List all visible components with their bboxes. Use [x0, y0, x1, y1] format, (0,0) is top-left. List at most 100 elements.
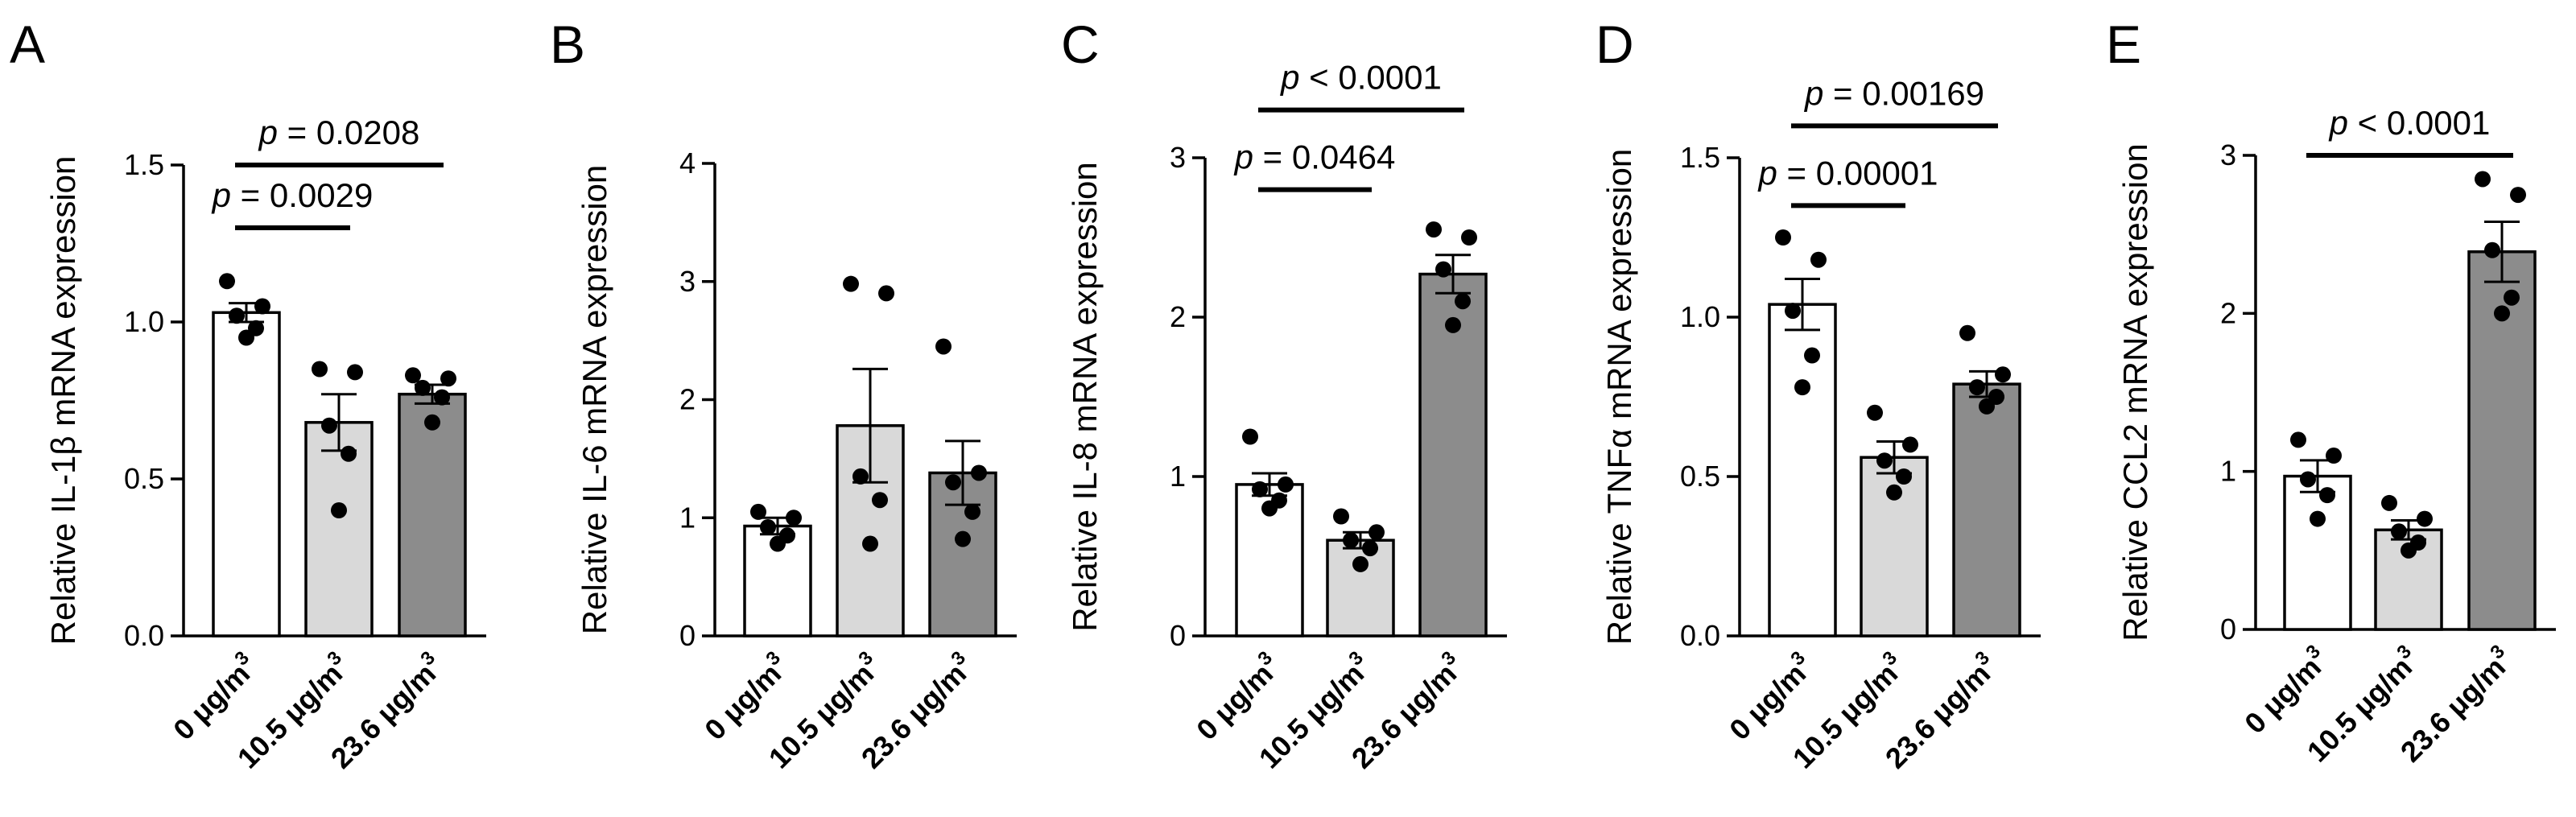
panel-d-bar — [1860, 456, 1929, 638]
panel-c-data-point — [1435, 261, 1451, 278]
panel-c-significance-label: p < 0.0001 — [1279, 59, 1442, 97]
panel-d-data-point — [1969, 379, 1985, 396]
panel-d-ylabel: Relative TNFα mRNA expression — [1600, 149, 1638, 645]
panel-a-data-point — [312, 361, 328, 378]
panel-b-data-point — [786, 510, 802, 526]
panel-a-data-point — [321, 417, 337, 434]
panel-d-data-point — [1810, 251, 1827, 268]
panel-e-data-point — [2381, 494, 2397, 511]
panel-a-data-point — [415, 379, 431, 396]
panel-a-significance-label: p = 0.0208 — [258, 113, 420, 151]
panel-e-y-tick-label: 2 — [2220, 296, 2236, 329]
panel-e-data-point — [2504, 289, 2520, 306]
panel-a-y-tick-label: 0.5 — [124, 462, 164, 495]
panel-e-data-point — [2319, 487, 2335, 504]
panel-b: B Relative IL-6 mRNA expression 0 1 2 3 4 0 μg/… — [550, 14, 1017, 775]
panel-a: A Relative IL-1β mRNA expression 0.0 0.5 1.0… — [10, 14, 486, 775]
panel-a-y-tick-label: 1.0 — [124, 305, 164, 338]
panel-b-data-point — [843, 275, 859, 292]
panel-e-y-tick-label: 3 — [2220, 138, 2236, 171]
panel-c-y-tick-label: 0 — [1170, 619, 1186, 652]
panel-e-significance-label: p < 0.0001 — [2328, 104, 2491, 142]
panel-a-data-point — [434, 389, 450, 406]
panel-c-data-point — [1445, 316, 1461, 333]
panel-b-data-point — [955, 530, 971, 547]
panel-b-data-point — [770, 535, 786, 552]
panel-d-y-tick-label: 1.5 — [1680, 141, 1720, 174]
panel-b-y-tick-label: 1 — [679, 501, 696, 534]
panel-a-bar — [304, 421, 374, 638]
panel-a-y-tick-label: 1.5 — [124, 148, 164, 181]
panel-e-data-point — [2391, 523, 2407, 540]
panel-b-y-tick-label: 0 — [679, 619, 696, 652]
panel-c-bar — [1326, 538, 1395, 638]
panel-a-bar — [398, 392, 467, 638]
panel-d-data-point — [1886, 484, 1902, 501]
panel-d-letter: D — [1596, 14, 1634, 74]
panel-c-data-point — [1455, 293, 1471, 310]
panel-b-letter: B — [550, 14, 585, 74]
panel-d-bar — [1952, 382, 2021, 638]
panel-e-data-point — [2475, 171, 2491, 188]
panel-a-y-tick-label: 0.0 — [124, 619, 164, 652]
panel-c-data-point — [1252, 481, 1268, 497]
panel-a-letter: A — [10, 14, 45, 74]
panel-e-data-point — [2401, 542, 2417, 559]
panel-c-data-point — [1333, 508, 1349, 525]
panel-c-data-point — [1352, 555, 1368, 572]
panel-e-data-point — [2310, 510, 2326, 527]
panel-d-y-tick-label: 1.0 — [1680, 300, 1720, 333]
panel-d-data-point — [1867, 404, 1883, 421]
panel-a-data-point — [341, 445, 357, 462]
panel-b-data-point — [971, 464, 987, 481]
panel-b-x-tick-label: 0 μg/m3 — [696, 647, 795, 746]
panel-e-data-point — [2290, 431, 2306, 448]
panel-e-data-point — [2510, 187, 2526, 204]
panel-d-significance-label: p = 0.00001 — [1757, 154, 1938, 192]
panel-c-data-point — [1261, 500, 1278, 517]
panel-b-data-point — [872, 492, 888, 509]
panel-d-data-point — [1804, 347, 1820, 364]
panel-d-data-point — [1876, 452, 1893, 469]
panel-c-data-point — [1368, 524, 1385, 541]
panel-a-data-point — [331, 502, 347, 518]
panel-d-y-tick-label: 0.5 — [1680, 460, 1720, 493]
panel-a-x-tick-label: 0 μg/m3 — [164, 647, 263, 746]
panel-c-y-tick-label: 3 — [1170, 141, 1186, 174]
panel-c-data-point — [1343, 532, 1359, 549]
panel-d-data-point — [1896, 468, 1912, 485]
panel-a-data-point — [219, 273, 235, 290]
panel-a-bar — [212, 311, 281, 638]
panel-b-data-point — [862, 535, 878, 552]
panel-e-data-point — [2484, 241, 2500, 258]
panel-d-data-point — [1775, 229, 1791, 246]
panel-d-data-point — [1979, 398, 1995, 415]
panel-a-data-point — [238, 329, 254, 346]
panel-c-data-point — [1362, 540, 1378, 557]
panel-c-y-tick-label: 2 — [1170, 300, 1186, 333]
panel-b-data-point — [935, 338, 952, 355]
panel-c-significance-label: p = 0.0464 — [1233, 138, 1396, 176]
panel-d-data-point — [1902, 436, 1918, 453]
panel-e-bar — [2283, 474, 2352, 631]
panel-e-letter: E — [2106, 14, 2141, 74]
panel-d-bar — [1768, 303, 1837, 638]
panel-b-y-tick-label: 4 — [679, 146, 696, 179]
panel-d-data-point — [1995, 366, 2011, 383]
panel-e-data-point — [2326, 448, 2342, 464]
panel-e-data-point — [2494, 305, 2510, 322]
panel-b-ylabel: Relative IL-6 mRNA expression — [576, 165, 613, 635]
panel-a-data-point — [440, 370, 456, 387]
panel-a-data-point — [347, 364, 363, 381]
panel-d-y-tick-label: 0.0 — [1680, 619, 1720, 652]
panel-d-x-tick-label: 0 μg/m3 — [1720, 647, 1819, 746]
panel-c-data-point — [1461, 229, 1477, 246]
panel-e-y-tick-label: 0 — [2220, 613, 2236, 646]
panel-d-significance-label: p = 0.00169 — [1803, 74, 1984, 112]
panel-c-y-tick-label: 1 — [1170, 460, 1186, 493]
panel-c-bar — [1418, 272, 1488, 638]
panel-e-data-point — [2417, 510, 2433, 527]
